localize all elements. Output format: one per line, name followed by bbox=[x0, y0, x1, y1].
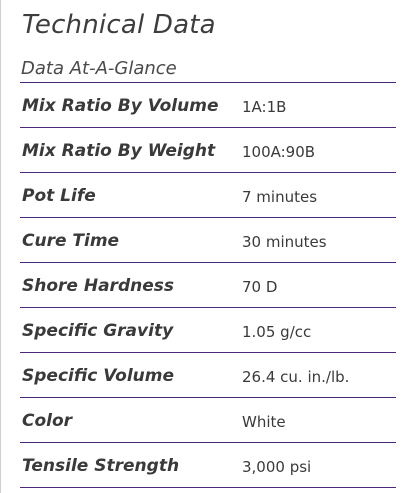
row-value: White bbox=[242, 413, 286, 431]
table-row: Mix Ratio By Volume 1A:1B bbox=[20, 83, 396, 128]
row-value: 70 D bbox=[242, 278, 278, 296]
technical-data-table: Mix Ratio By Volume 1A:1B Mix Ratio By W… bbox=[20, 83, 396, 488]
row-label: Shore Hardness bbox=[22, 276, 174, 296]
row-value: 1.05 g/cc bbox=[242, 323, 312, 341]
row-label: Color bbox=[22, 411, 73, 431]
row-value: 3,000 psi bbox=[242, 458, 312, 476]
table-row: Specific Volume 26.4 cu. in./lb. bbox=[20, 353, 396, 398]
row-label: Pot Life bbox=[22, 186, 96, 206]
table-row: Specific Gravity 1.05 g/cc bbox=[20, 308, 396, 353]
row-value: 30 minutes bbox=[242, 233, 327, 251]
section-title: Technical Data bbox=[22, 10, 216, 40]
row-label: Tensile Strength bbox=[22, 456, 180, 476]
table-row: Cure Time 30 minutes bbox=[20, 218, 396, 263]
row-value: 26.4 cu. in./lb. bbox=[242, 368, 350, 386]
row-label: Mix Ratio By Volume bbox=[22, 96, 219, 116]
table-row: Color White bbox=[20, 398, 396, 443]
row-label: Specific Gravity bbox=[22, 321, 174, 341]
row-value: 7 minutes bbox=[242, 188, 318, 206]
row-label: Mix Ratio By Weight bbox=[22, 141, 216, 161]
table-row: Pot Life 7 minutes bbox=[20, 173, 396, 218]
row-value: 100A:90B bbox=[242, 143, 316, 161]
table-row: Tensile Strength 3,000 psi bbox=[20, 443, 396, 488]
table-row: Shore Hardness 70 D bbox=[20, 263, 396, 308]
row-value: 1A:1B bbox=[242, 98, 287, 116]
row-label: Specific Volume bbox=[22, 366, 174, 386]
row-label: Cure Time bbox=[22, 231, 120, 251]
table-row: Mix Ratio By Weight 100A:90B bbox=[20, 128, 396, 173]
subtitle-divider bbox=[20, 82, 396, 83]
section-subtitle: Data At-A-Glance bbox=[21, 58, 177, 79]
